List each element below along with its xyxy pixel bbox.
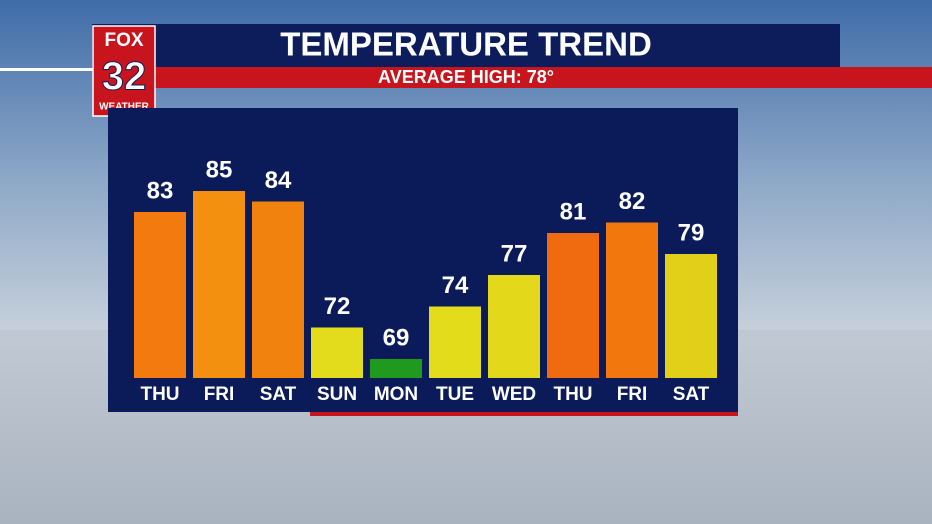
bar [252,201,304,378]
value-label: 84 [265,167,292,194]
bar [488,275,540,378]
logo-number: 32 [102,55,147,99]
value-label: 79 [678,219,705,246]
chart-subtitle: AVERAGE HIGH: 78° [378,67,554,87]
bar [606,222,658,378]
x-tick-label: MON [374,384,418,405]
value-label: 83 [147,177,174,204]
bar [193,191,245,378]
x-tick-label: SAT [260,384,297,405]
value-label: 74 [442,272,469,299]
bar [134,212,186,378]
bar [370,359,422,378]
panel-underline [310,412,738,416]
bar [665,254,717,378]
value-label: 72 [324,293,351,320]
value-label: 69 [383,324,410,351]
x-tick-label: FRI [617,384,648,405]
x-tick-label: SAT [673,384,710,405]
x-tick-label: THU [553,384,592,405]
value-label: 81 [560,198,587,225]
value-label: 85 [206,156,233,183]
bar [429,306,481,378]
subtitle-bar [155,67,932,88]
x-tick-label: WED [492,384,536,405]
x-tick-label: TUE [436,384,474,405]
value-label: 82 [619,188,646,215]
logo-brand: FOX [104,30,143,51]
value-label: 77 [501,240,528,267]
x-tick-label: SUN [317,384,357,405]
bar [547,233,599,378]
bar [311,327,363,378]
x-tick-label: THU [140,384,179,405]
accent-line [0,68,95,71]
logo-box [92,25,156,117]
title-bar [92,24,840,68]
x-tick-label: FRI [204,384,235,405]
logo-label: WEATHER [99,102,150,113]
chart-title: TEMPERATURE TREND [280,26,652,63]
